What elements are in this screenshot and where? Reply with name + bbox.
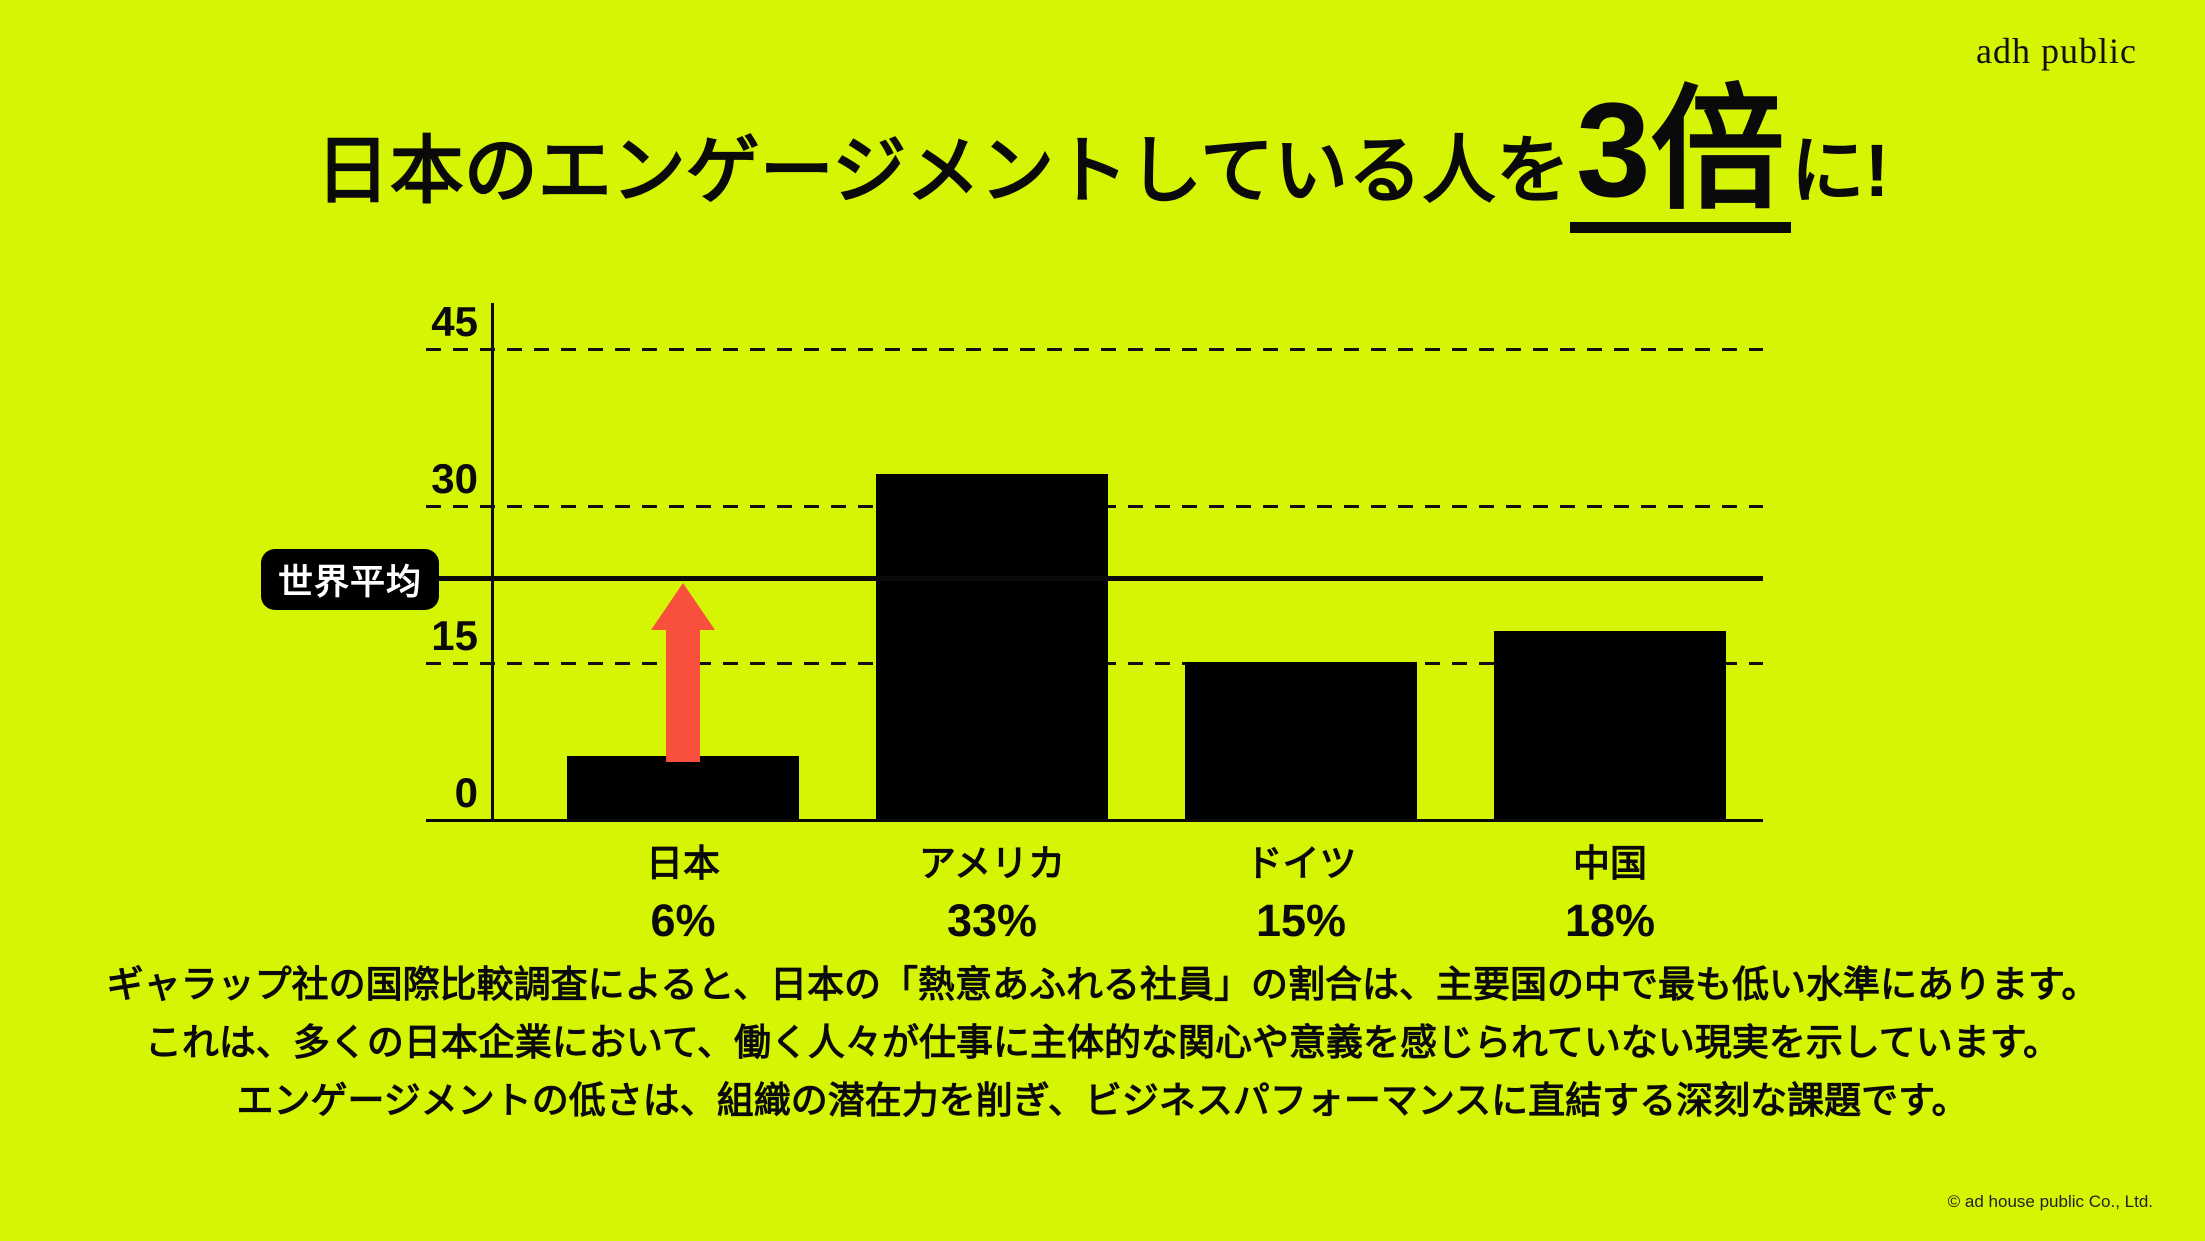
brand-logo: adh public bbox=[1976, 31, 2137, 71]
y-axis-line bbox=[491, 303, 494, 821]
world-average-label-text: 世界平均 bbox=[277, 563, 422, 602]
y-tick-label-0: 0 bbox=[454, 769, 478, 816]
y-tick-label-15: 15 bbox=[431, 612, 478, 659]
growth-arrow-icon bbox=[651, 583, 715, 762]
y-tick-label-45: 45 bbox=[431, 298, 478, 345]
description-line: ギャラップ社の国際比較調査によると、日本の「熱意あふれる社員」の割合は、主要国の… bbox=[106, 964, 2099, 1005]
title-highlight: 3倍 bbox=[1570, 84, 1791, 233]
description-line: エンゲージメントの低さは、組織の潜在力を削ぎ、ビジネスパフォーマンスに直結する深… bbox=[236, 1080, 1969, 1121]
chart-bar-4 bbox=[1494, 631, 1726, 819]
copyright: © ad house public Co., Ltd. bbox=[1947, 1192, 2153, 1211]
y-tick-label-30: 30 bbox=[431, 455, 478, 502]
category-label-3: ドイツ bbox=[1245, 843, 1357, 884]
chart-bar-2 bbox=[876, 474, 1108, 819]
description-line: これは、多くの日本企業において、働く人々が仕事に主体的な関心や意義を感じられてい… bbox=[144, 1022, 2061, 1063]
chart-bar-3 bbox=[1185, 662, 1417, 819]
x-axis-line bbox=[426, 819, 1763, 822]
value-label-4: 18% bbox=[1564, 895, 1656, 946]
title-suffix: に! bbox=[1790, 129, 1890, 212]
value-label-1: 6% bbox=[650, 895, 716, 946]
category-label-1: 日本 bbox=[646, 843, 720, 884]
title-prefix: 日本のエンゲージメントしている人を bbox=[315, 129, 1571, 212]
arrow-head bbox=[651, 583, 715, 630]
world-average-line bbox=[439, 576, 1763, 581]
value-label-3: 15% bbox=[1255, 895, 1347, 946]
arrow-shaft bbox=[666, 630, 700, 762]
category-label-4: 中国 bbox=[1573, 843, 1647, 884]
page-title: 日本のエンゲージメントしている人を3倍に! bbox=[0, 84, 2205, 233]
category-label-2: アメリカ bbox=[918, 843, 1066, 884]
value-label-2: 33% bbox=[946, 895, 1038, 946]
gridline-45 bbox=[426, 348, 1763, 351]
world-average-label: 世界平均 bbox=[261, 549, 439, 610]
chart-bar-1 bbox=[567, 756, 799, 819]
description: ギャラップ社の国際比較調査によると、日本の「熱意あふれる社員」の割合は、主要国の… bbox=[0, 956, 2205, 1130]
